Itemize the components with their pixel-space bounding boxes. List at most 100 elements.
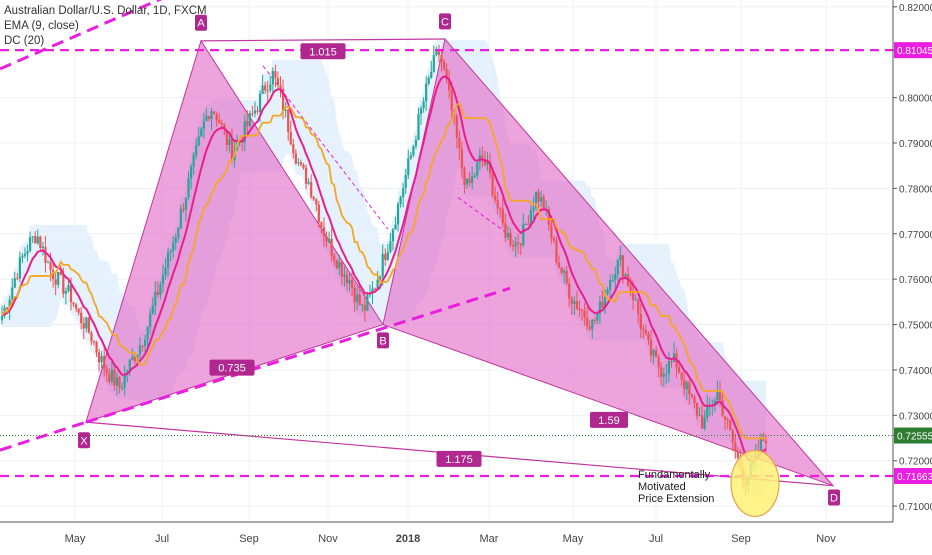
candle-body: [225, 129, 228, 145]
candle-body: [100, 356, 103, 363]
candle-body: [614, 274, 617, 280]
candle-body: [402, 188, 405, 197]
candle-body: [481, 155, 484, 159]
candle-body: [573, 301, 576, 304]
candle-body: [75, 304, 78, 309]
candle-body: [511, 245, 515, 247]
candle-body: [159, 284, 162, 296]
candle-body: [524, 224, 527, 226]
candle-body: [693, 396, 696, 403]
candle-body: [463, 168, 466, 185]
candle-body: [184, 197, 188, 210]
y-tick-label: 0.71000: [899, 502, 932, 513]
point-label-x: X: [80, 435, 88, 447]
candle-body: [637, 299, 640, 314]
y-tick-label: 0.79000: [899, 139, 932, 150]
candle-body: [131, 356, 134, 360]
candle-body: [312, 196, 315, 200]
candle-body: [506, 232, 510, 238]
x-tick-label: Nov: [816, 533, 836, 545]
candle-body: [164, 267, 167, 276]
candle-body: [90, 332, 93, 342]
candle-body: [189, 166, 193, 179]
candle-body: [583, 310, 586, 318]
candle-body: [363, 304, 366, 311]
candle-body: [695, 402, 699, 416]
candle-body: [713, 400, 716, 406]
candle-body: [80, 312, 83, 324]
candle-body: [271, 71, 274, 85]
candle-body: [264, 85, 267, 91]
candle-body: [202, 121, 205, 129]
candle-body: [575, 301, 579, 309]
candle-body: [200, 128, 203, 137]
candle-body: [568, 283, 571, 299]
candle-body: [425, 83, 428, 102]
candle-body: [476, 162, 479, 176]
candle-body: [31, 236, 34, 238]
candle-body: [591, 320, 594, 330]
candle-body: [662, 373, 665, 377]
candle-body: [169, 250, 172, 253]
candle-body: [18, 257, 21, 279]
point-label-d: D: [830, 492, 838, 504]
candle-body: [399, 196, 402, 205]
trendline-lower-left: [0, 420, 87, 452]
candle-body: [149, 313, 152, 327]
candle-body: [442, 61, 446, 70]
candle-body: [26, 251, 29, 254]
candle-body: [154, 291, 157, 306]
candle-body: [54, 279, 57, 285]
candle-body: [532, 207, 535, 211]
candle-body: [6, 307, 9, 310]
channel-line-1: [262, 65, 389, 230]
y-tick-label: 0.76000: [899, 275, 932, 286]
y-tag-bg: [894, 427, 932, 444]
candle-body: [726, 419, 729, 421]
candle-body: [141, 345, 144, 347]
candle-body: [228, 139, 231, 145]
candle-body: [430, 71, 433, 78]
y-tick-label: 0.72000: [899, 457, 932, 468]
candle-body: [0, 315, 4, 321]
candle-body: [215, 114, 218, 121]
candle-body: [427, 77, 430, 84]
candle-body: [156, 291, 159, 296]
candle-body: [251, 113, 254, 115]
candle-body: [680, 372, 683, 380]
candle-body: [243, 121, 246, 143]
candle-body: [348, 280, 351, 284]
candle-body: [72, 302, 75, 305]
candle-body: [177, 228, 180, 238]
candle-body: [338, 261, 341, 269]
candle-body: [504, 223, 507, 238]
candle-body: [292, 144, 295, 154]
candle-body: [187, 178, 190, 198]
annotation-line: Fundamentally: [638, 469, 711, 481]
candle-body: [578, 308, 581, 310]
candle-body: [435, 51, 438, 55]
candle-body: [44, 246, 47, 263]
x-tick-label: Sep: [731, 533, 751, 545]
candle-body: [649, 340, 653, 356]
candle-body: [706, 406, 709, 418]
candle-body: [182, 208, 185, 210]
horizontal-levels: [0, 49, 893, 478]
candle-body: [619, 255, 622, 260]
candle-body: [437, 51, 441, 55]
legend-dc: DC (20): [4, 35, 45, 47]
x-tick-label: May: [65, 533, 86, 545]
x-tick-label: Nov: [318, 533, 338, 545]
candle-body: [655, 350, 658, 358]
candle-body: [494, 195, 497, 200]
candle-body: [394, 224, 397, 230]
candle-body: [269, 84, 272, 91]
candle-body: [166, 252, 170, 268]
highlight-ellipse: [730, 449, 780, 518]
candle-body: [358, 294, 361, 306]
candle-body: [450, 90, 453, 111]
point-label-bg: [78, 432, 90, 449]
candle-body: [483, 158, 487, 165]
